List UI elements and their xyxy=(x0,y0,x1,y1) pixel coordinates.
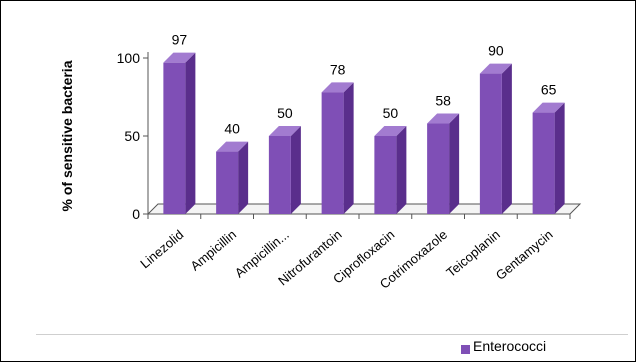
bar xyxy=(427,123,450,214)
legend-label-enterococci: Enterococci xyxy=(473,338,547,354)
bar-side xyxy=(290,126,301,214)
bar-data-label: 50 xyxy=(383,105,399,121)
bar-data-label: 58 xyxy=(435,93,451,109)
bar-top xyxy=(268,126,301,136)
bar xyxy=(321,92,344,214)
bar xyxy=(374,136,397,214)
x-tick-label: Linezolid xyxy=(137,227,186,271)
legend-box xyxy=(36,334,628,362)
bar-data-label: 97 xyxy=(172,32,188,48)
chart-x-tick-labels: Linezolid AmpicillinAmpicillin...Nitrofur… xyxy=(137,227,555,292)
bar-side xyxy=(396,126,407,214)
bar xyxy=(479,73,502,214)
chart-bars xyxy=(163,52,565,215)
bar-data-label: 40 xyxy=(224,121,240,137)
y-tick-label: 100 xyxy=(117,50,141,66)
bar xyxy=(163,62,186,215)
bar-data-label: 50 xyxy=(277,105,293,121)
bar xyxy=(268,136,291,214)
bar-data-label: 78 xyxy=(330,61,346,77)
bar-top xyxy=(216,141,249,152)
y-tick-label: 50 xyxy=(124,128,140,144)
bar-top xyxy=(374,126,407,136)
bar-side xyxy=(238,141,249,214)
chart-floor xyxy=(146,203,582,215)
bar-data-label: 65 xyxy=(541,82,557,98)
bar-side xyxy=(185,52,196,215)
y-tick-label: 0 xyxy=(132,206,140,222)
bar-top xyxy=(532,102,565,113)
x-tick-label: Gentamycin xyxy=(493,227,556,283)
bar-side xyxy=(343,82,354,214)
bar-top xyxy=(321,82,354,93)
legend-swatch-enterococci xyxy=(461,345,470,354)
bar-top xyxy=(163,52,196,63)
bar-data-label: 90 xyxy=(488,43,504,59)
chart-y-tick-labels: 0 50 100 xyxy=(117,50,148,222)
bar-side xyxy=(554,102,565,214)
y-axis-label: % of sensitive bacteria xyxy=(59,60,75,211)
bar-side xyxy=(501,63,512,214)
chart-axes xyxy=(146,52,582,219)
x-tick-label: Ampicillin xyxy=(187,227,239,274)
chart-data-labels: 97 40 50 78 50 58 90 65 xyxy=(172,32,557,137)
bar-top xyxy=(427,113,460,124)
bar-side xyxy=(449,113,460,214)
bar xyxy=(216,151,239,214)
bar xyxy=(532,112,555,214)
bar-top xyxy=(479,63,512,74)
